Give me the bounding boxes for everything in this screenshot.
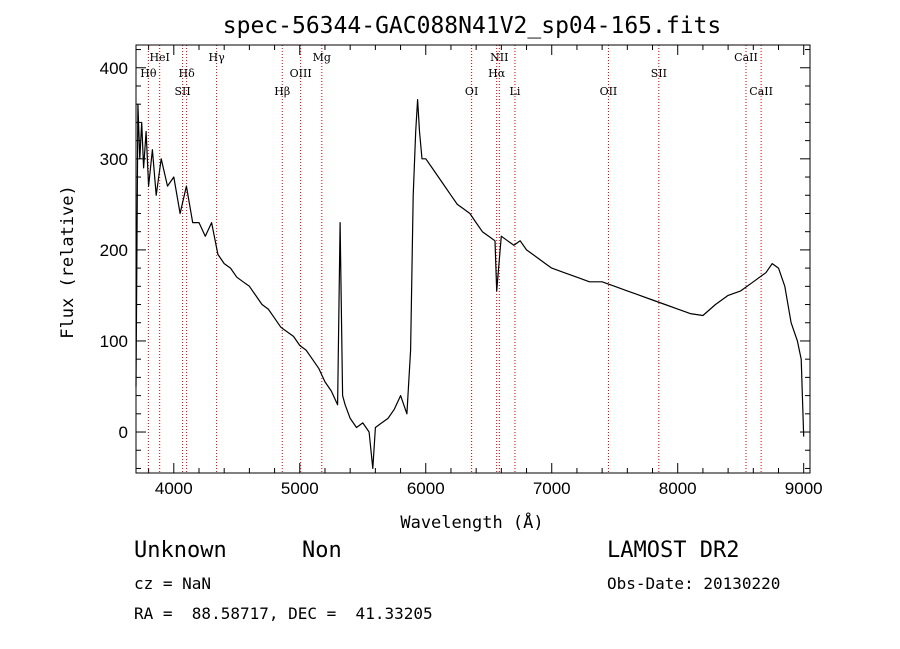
- y-tick-label: 100: [100, 332, 128, 351]
- x-tick-label: 7000: [533, 479, 571, 498]
- x-tick-label: 9000: [785, 479, 823, 498]
- line-marker-label: CaII: [749, 85, 773, 98]
- x-tick-label: 4000: [155, 479, 193, 498]
- line-marker-label: OII: [600, 85, 618, 98]
- y-axis-label: Flux (relative): [58, 185, 78, 339]
- object-class: Unknown: [134, 538, 227, 563]
- obs-date: Obs-Date: 20130220: [607, 574, 781, 593]
- line-marker-label: SII: [174, 85, 190, 98]
- y-tick-label: 400: [100, 59, 128, 78]
- survey-name: LAMOST DR2: [607, 538, 740, 563]
- line-marker-label: HeI: [149, 51, 169, 64]
- line-marker-label: Mg: [313, 51, 331, 64]
- line-marker-label: CaII: [734, 51, 758, 64]
- line-marker-label: SII: [651, 67, 667, 80]
- line-marker-label: NII: [490, 51, 508, 64]
- plot-area: 4000 5000 6000 7000 8000 9000 0 100 200 300 400 HeI…: [100, 45, 823, 498]
- line-marker-label: OI: [465, 85, 478, 98]
- y-tick-label: 0: [119, 423, 128, 442]
- line-marker-label: Hδ: [179, 67, 196, 80]
- chart-title: spec-56344-GAC088N41V2_sp04-165.fits: [223, 13, 722, 39]
- line-marker-label: OIII: [290, 67, 312, 80]
- x-tick-label: 5000: [281, 479, 319, 498]
- line-marker-label: Hβ: [274, 85, 290, 98]
- line-marker-label: Hα: [488, 67, 506, 80]
- object-subclass: Non: [302, 538, 342, 563]
- x-tick-label: 8000: [659, 479, 697, 498]
- redshift-text: cz = NaN: [134, 574, 212, 593]
- spectrum-line: [135, 98, 805, 469]
- y-tick-label: 300: [100, 150, 128, 169]
- x-tick-label: 6000: [407, 479, 445, 498]
- plot-frame: [135, 44, 811, 474]
- x-axis-label: Wavelength (Å): [400, 511, 543, 533]
- line-marker-label: Li: [510, 85, 521, 98]
- line-marker-label: Hθ: [140, 67, 157, 80]
- y-tick-label: 200: [100, 241, 128, 260]
- line-marker-label: Hγ: [209, 51, 226, 64]
- coordinates-text: RA = 88.58717, DEC = 41.33205: [134, 604, 433, 623]
